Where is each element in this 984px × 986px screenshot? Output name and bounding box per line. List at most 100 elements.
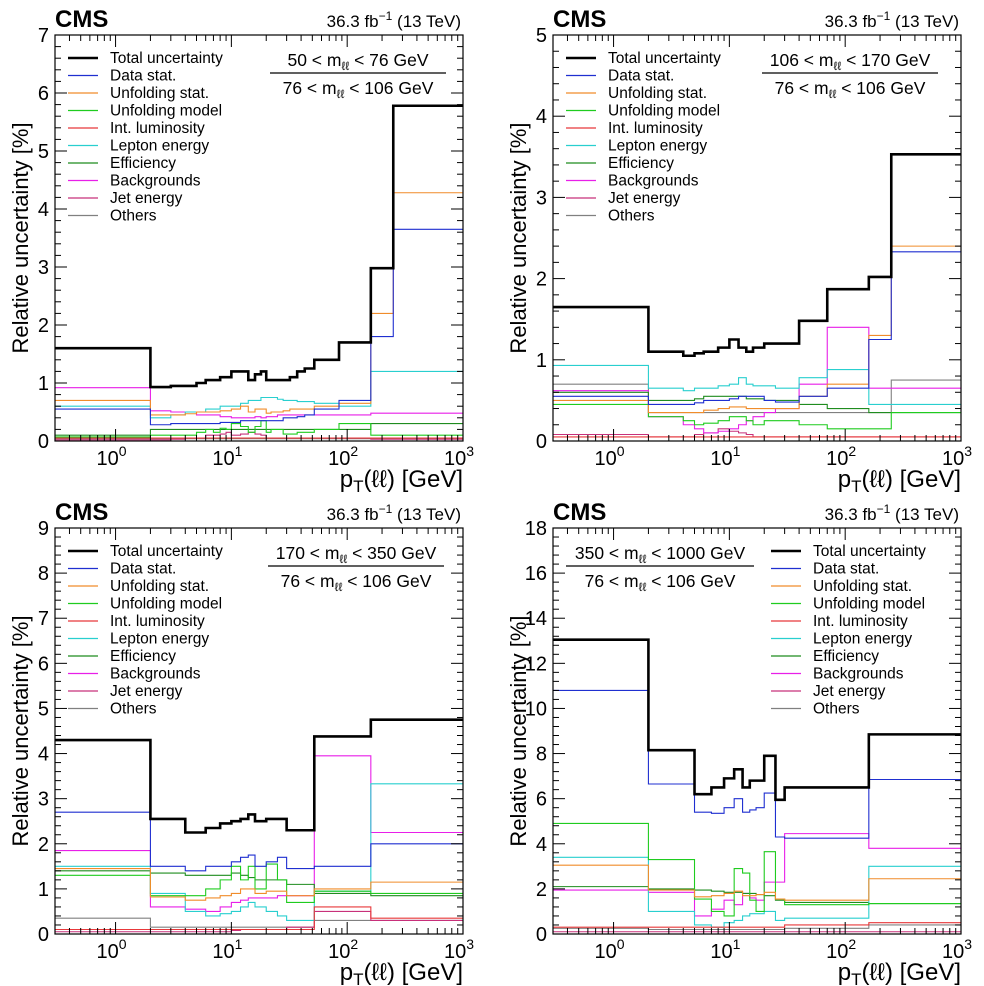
series-data-stat bbox=[553, 689, 961, 839]
y-tick-label: 5 bbox=[38, 698, 49, 720]
plot-frame bbox=[54, 34, 464, 442]
legend-entry: Unfolding model bbox=[608, 103, 720, 120]
series-unfolding-stat bbox=[553, 245, 961, 414]
y-tick-label: 7 bbox=[38, 25, 49, 47]
series-total-uncertainty bbox=[553, 638, 961, 802]
y-tick-label: 3 bbox=[38, 789, 49, 811]
series-unfolding-stat bbox=[55, 192, 463, 416]
y-axis-label: Relative uncertainty [%] bbox=[506, 615, 531, 846]
y-tick-label: 6 bbox=[38, 653, 49, 675]
y-tick-label: 9 bbox=[38, 518, 49, 540]
legend-entry: Jet energy bbox=[608, 190, 681, 207]
y-axis-label: Relative uncertainty [%] bbox=[506, 122, 531, 353]
legend-entry: Int. luminosity bbox=[608, 120, 703, 137]
ratio-numerator: 170 < mℓℓ < 350 GeV bbox=[276, 543, 437, 566]
y-tick-label: 4 bbox=[38, 744, 49, 766]
series-backgrounds bbox=[55, 387, 463, 419]
legend-entry: Lepton energy bbox=[110, 138, 209, 155]
y-tick-label: 4 bbox=[38, 199, 49, 221]
legend-entry: Others bbox=[608, 208, 655, 225]
series-unfolding-model bbox=[55, 420, 463, 438]
y-tick-label: 16 bbox=[525, 563, 547, 585]
series-jet-energy bbox=[55, 910, 463, 933]
legend-entry: Total uncertainty bbox=[110, 50, 223, 67]
legend-entry: Backgrounds bbox=[110, 173, 201, 190]
cms-label: CMS bbox=[553, 6, 606, 33]
x-tick-label: 101 bbox=[212, 443, 242, 470]
y-tick-label: 10 bbox=[525, 698, 547, 720]
legend-entry: Jet energy bbox=[110, 190, 183, 207]
lumi-label: 36.3 fb−1 (13 TeV) bbox=[327, 502, 461, 524]
series-efficiency bbox=[553, 391, 961, 414]
series-data-stat bbox=[553, 251, 961, 406]
series-jet-energy bbox=[553, 428, 961, 438]
y-tick-label: 4 bbox=[536, 834, 547, 856]
ratio-numerator: 350 < mℓℓ < 1000 GeV bbox=[575, 543, 746, 566]
legend-entry: Jet energy bbox=[813, 683, 886, 700]
y-tick-label: 0 bbox=[38, 924, 49, 946]
lumi-label: 36.3 fb−1 (13 TeV) bbox=[327, 9, 461, 31]
series-total-uncertainty bbox=[55, 718, 463, 834]
plot-frame bbox=[552, 527, 962, 935]
y-tick-label: 8 bbox=[536, 744, 547, 766]
y-axis-label: Relative uncertainty [%] bbox=[8, 122, 33, 353]
y-tick-label: 12 bbox=[525, 653, 547, 675]
series-total-uncertainty bbox=[553, 153, 961, 358]
legend-entry: Backgrounds bbox=[110, 666, 201, 683]
x-axis-label: pT(ℓℓ) [GeV] bbox=[340, 466, 463, 496]
legend-entry: Lepton energy bbox=[813, 631, 912, 648]
plot-frame bbox=[552, 34, 962, 442]
legend-entry: Total uncertainty bbox=[813, 543, 926, 560]
legend-entry: Total uncertainty bbox=[110, 543, 223, 560]
ratio-numerator: 106 < mℓℓ < 170 GeV bbox=[770, 50, 931, 73]
ratio-denominator: 76 < mℓℓ < 106 GeV bbox=[775, 78, 926, 101]
legend-entry: Lepton energy bbox=[608, 138, 707, 155]
legend-entry: Data stat. bbox=[110, 561, 176, 578]
x-tick-label: 100 bbox=[97, 443, 127, 470]
y-tick-label: 3 bbox=[38, 257, 49, 279]
cms-label: CMS bbox=[553, 499, 606, 526]
series-unfolding-model bbox=[553, 403, 961, 430]
y-tick-label: 0 bbox=[536, 924, 547, 946]
x-axis-label: pT(ℓℓ) [GeV] bbox=[838, 466, 961, 496]
series-lepton-energy bbox=[553, 364, 961, 406]
x-tick-label: 102 bbox=[826, 936, 856, 963]
legend-entry: Unfolding stat. bbox=[813, 578, 912, 595]
y-axis-label: Relative uncertainty [%] bbox=[8, 615, 33, 846]
legend-entry: Lepton energy bbox=[110, 631, 209, 648]
y-tick-label: 18 bbox=[525, 518, 547, 540]
y-tick-label: 8 bbox=[38, 563, 49, 585]
y-tick-label: 5 bbox=[38, 141, 49, 163]
ratio-numerator: 50 < mℓℓ < 76 GeV bbox=[287, 50, 428, 73]
series-backgrounds bbox=[55, 755, 463, 912]
y-tick-label: 4 bbox=[536, 106, 547, 128]
cms-label: CMS bbox=[55, 6, 108, 33]
y-tick-label: 2 bbox=[536, 269, 547, 291]
legend-entry: Efficiency bbox=[608, 155, 674, 172]
x-tick-label: 100 bbox=[595, 936, 625, 963]
series-efficiency bbox=[55, 423, 463, 436]
series-others bbox=[55, 917, 463, 928]
series-lepton-energy bbox=[553, 856, 961, 928]
legend-entry: Unfolding model bbox=[813, 596, 925, 613]
legend-entry: Others bbox=[110, 701, 157, 718]
legend-entry: Unfolding stat. bbox=[110, 85, 209, 102]
legend-entry: Unfolding stat. bbox=[608, 85, 707, 102]
legend-entry: Efficiency bbox=[110, 648, 176, 665]
x-tick-label: 100 bbox=[97, 936, 127, 963]
ratio-denominator: 76 < mℓℓ < 106 GeV bbox=[283, 78, 434, 101]
legend-entry: Int. luminosity bbox=[813, 613, 908, 630]
y-tick-label: 5 bbox=[536, 25, 547, 47]
legend-entry: Efficiency bbox=[813, 648, 879, 665]
series-efficiency bbox=[553, 886, 961, 905]
x-tick-label: 101 bbox=[710, 443, 740, 470]
series-int-luminosity bbox=[55, 906, 463, 931]
legend-entry: Jet energy bbox=[110, 683, 183, 700]
series-efficiency bbox=[55, 870, 463, 897]
y-tick-label: 2 bbox=[38, 315, 49, 337]
legend-entry: Backgrounds bbox=[608, 173, 699, 190]
series-unfolding-stat bbox=[55, 868, 463, 901]
